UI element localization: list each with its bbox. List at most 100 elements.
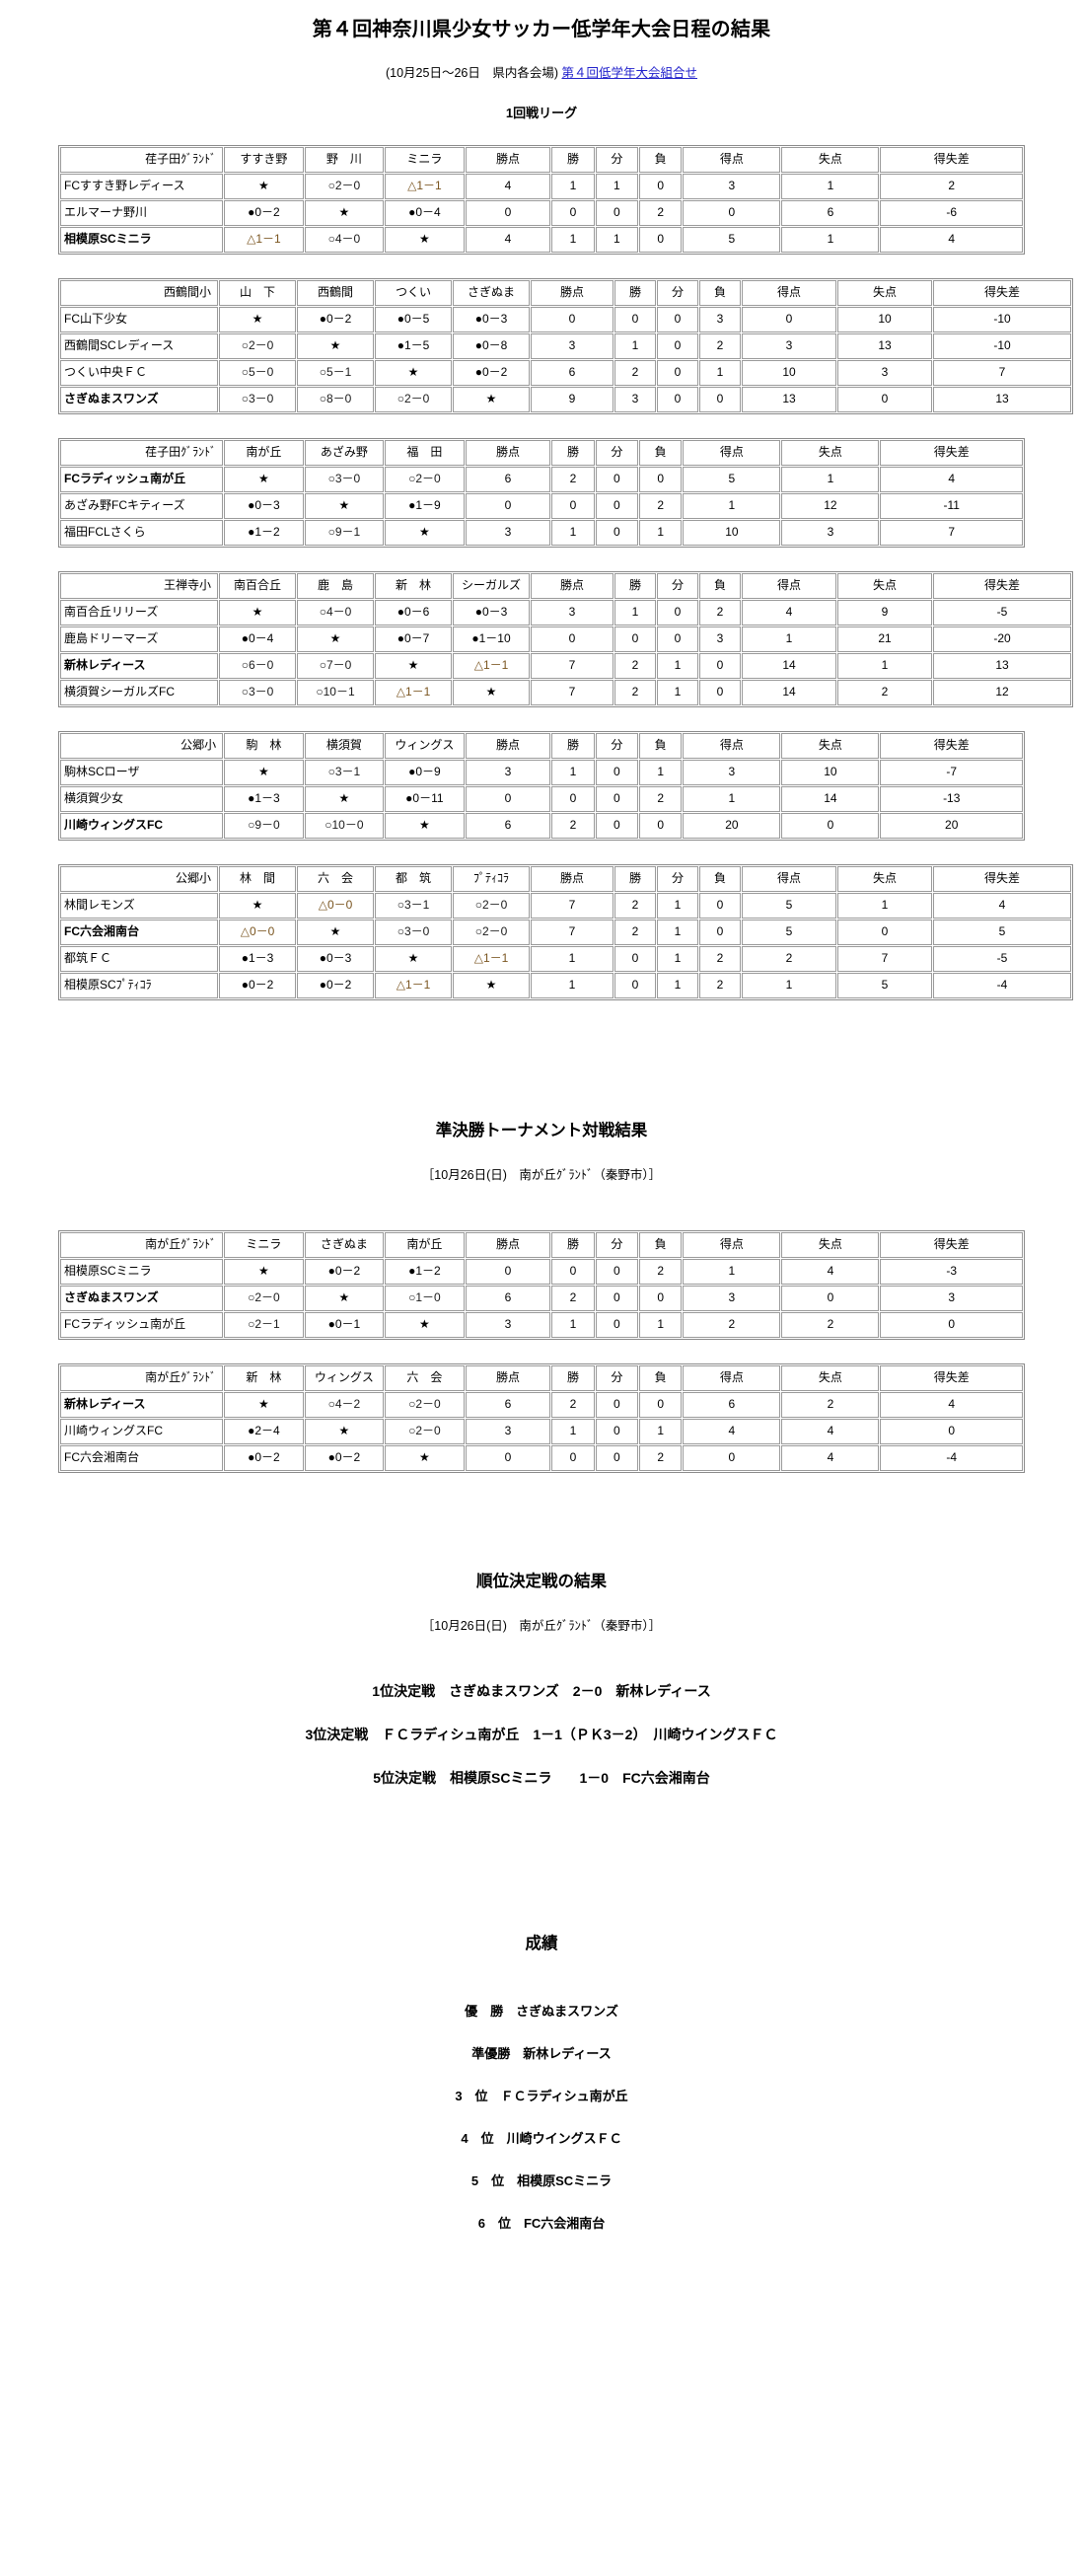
table-row: FC六会湘南台 △0－0 ★ ○3－0 ○2－0 7 2 1 0 5 0 5: [60, 920, 1071, 945]
match-result-cell: ★: [304, 1419, 385, 1444]
match-result-cell: ●1－9: [385, 493, 465, 519]
table-row: 駒林SCローザ ★ ○3－1 ●0－9 3 1 0 1 3 10 -7: [60, 760, 1023, 785]
points-cell: 7: [531, 893, 614, 919]
team-name-cell: あざみ野FCキティーズ: [60, 493, 224, 519]
goals-for-cell: 14: [742, 653, 836, 679]
result-mark: ★: [329, 631, 341, 646]
opponent-header: 南百合丘: [219, 573, 296, 599]
match-result-cell: ●0－3: [224, 493, 304, 519]
result-score: 0－2: [334, 1264, 361, 1279]
team-name-cell: FCすすき野レディース: [60, 174, 224, 199]
wins-cell: 1: [614, 600, 656, 626]
losses-cell: 1: [639, 1312, 683, 1338]
points-cell: 6: [465, 1286, 551, 1311]
result-mark: ●: [241, 951, 249, 966]
opponent-header: 山 下: [219, 280, 296, 306]
result-mark: ●: [397, 605, 404, 620]
opponent-header: あざみ野: [304, 440, 385, 466]
team-name-cell: 林間レモンズ: [60, 893, 218, 919]
goals-against-header: 失点: [837, 573, 932, 599]
table-header-row: 公郷小駒 林横須賀 ウィングス 勝点勝分負得点 失点 得失差: [60, 733, 1023, 759]
goals-for-cell: 20: [683, 813, 781, 839]
wins-cell: 2: [551, 1286, 595, 1311]
wins-cell: 2: [551, 467, 595, 492]
losses-cell: 2: [699, 600, 741, 626]
points-header: 勝点: [531, 280, 614, 306]
goals-for-cell: 0: [683, 1445, 781, 1471]
opponent-header: 新 林: [375, 573, 452, 599]
result-score: 1－9: [415, 498, 441, 513]
spacer: [0, 707, 1083, 731]
match-result-cell: ●0－2: [453, 360, 530, 386]
opponent-header: ミニラ: [224, 1232, 304, 1258]
result-score: 1－10: [478, 631, 511, 646]
team-name-cell: 川崎ウィングスFC: [60, 813, 224, 839]
match-result-cell: ○2－0: [385, 467, 465, 492]
team-name-cell: 西鶴間SCレディース: [60, 333, 218, 359]
goal-diff-cell: 7: [880, 520, 1023, 546]
result-score: 2－0: [403, 392, 430, 406]
goals-for-cell: 0: [742, 307, 836, 332]
table-row: さぎぬまスワンズ ○3－0 ○8－0 ○2－0 ★ 9 3 0 0 13 0 13: [60, 387, 1071, 412]
goals-for-cell: 2: [742, 946, 836, 972]
result-mark: ●: [241, 631, 249, 646]
result-score: 0－4: [415, 205, 441, 220]
result-mark: △: [473, 658, 483, 673]
league-table-wrapper: 南が丘ｸﾞﾗﾝﾄﾞ ミニラ さぎぬま 南が丘 勝点勝分負得点 失点 得失差 相模原SCミニラ ★…: [58, 1230, 1025, 1340]
goal-diff-cell: 7: [933, 360, 1071, 386]
opponent-header: 福 田: [385, 440, 465, 466]
opponent-header: ミニラ: [385, 147, 465, 173]
result-score: 2－0: [481, 924, 508, 939]
points-header: 勝点: [465, 440, 551, 466]
draws-cell: 0: [657, 333, 698, 359]
points-cell: 7: [531, 680, 614, 705]
losses-cell: 0: [699, 653, 741, 679]
result-mark: ★: [338, 791, 350, 806]
spacer: [0, 121, 1083, 145]
league-standings-table: 西鶴間小山 下西鶴間 つくい さぎぬま 勝点勝分負得点 失点 得失差 FC山下少女 ★ ●0－2…: [58, 278, 1073, 414]
league-standings-table: 公郷小駒 林横須賀 ウィングス 勝点勝分負得点 失点 得失差 駒林SCローザ ★ ○3－1 ●0…: [58, 731, 1025, 841]
goal-diff-cell: 0: [880, 1312, 1023, 1338]
team-name-cell: 南百合丘リリーズ: [60, 600, 218, 626]
spacer: [0, 1977, 1083, 2001]
result-score: 1－1: [482, 951, 509, 966]
spacer: [0, 255, 1083, 278]
result-mark: ○: [319, 392, 326, 406]
goals-for-cell: 5: [742, 893, 836, 919]
table-row: さぎぬまスワンズ ○2－0 ★ ○1－0 6 2 0 0 3 0 3: [60, 1286, 1023, 1311]
match-result-cell: △1－1: [375, 973, 452, 998]
table-row: FC六会湘南台 ●0－2 ●0－2 ★ 0 0 0 2 0 4 -4: [60, 1445, 1023, 1471]
goals-for-header: 得点: [683, 733, 781, 759]
opponent-header: ウィングス: [304, 1365, 385, 1391]
points-header: 勝点: [531, 866, 614, 892]
result-mark: ●: [319, 951, 326, 966]
result-mark: ○: [397, 924, 404, 939]
goal-diff-cell: -7: [880, 760, 1023, 785]
match-result-cell: ●0－8: [453, 333, 530, 359]
result-score: 0－2: [248, 978, 274, 993]
result-mark: ●: [408, 765, 416, 779]
goals-against-cell: 14: [781, 786, 880, 812]
venue-header: 荏子田ｸﾞﾗﾝﾄﾞ: [60, 440, 224, 466]
result-score: 1－5: [403, 338, 430, 353]
semifinal-tables: 南が丘ｸﾞﾗﾝﾄﾞ ミニラ さぎぬま 南が丘 勝点勝分負得点 失点 得失差 相模原SCミニラ ★…: [0, 1207, 1083, 1473]
result-mark: ●: [327, 1450, 335, 1465]
points-cell: 1: [531, 946, 614, 972]
points-cell: 3: [465, 760, 551, 785]
result-mark: ○: [241, 392, 249, 406]
bracket-link[interactable]: 第４回低学年大会組合せ: [561, 66, 698, 80]
result-score: 1－0: [415, 1290, 441, 1305]
points-cell: 4: [465, 227, 551, 253]
match-result-cell: ○9－0: [224, 813, 304, 839]
team-name-cell: FC六会湘南台: [60, 1445, 224, 1471]
spacer: [0, 2062, 1083, 2086]
goals-against-cell: 0: [781, 813, 880, 839]
match-result-cell: ★: [304, 493, 385, 519]
goals-for-header: 得点: [742, 573, 836, 599]
match-result-cell: ★: [297, 333, 374, 359]
round1-tables: 荏子田ｸﾞﾗﾝﾄﾞ すすき野野 川ミニラ 勝点勝分負得点 失点 得失差 FCすすき野レディ…: [0, 121, 1083, 1000]
team-name-cell: 相模原SCミニラ: [60, 1259, 224, 1285]
result-mark: ★: [418, 525, 430, 540]
points-header: 勝点: [465, 733, 551, 759]
goal-diff-cell: 4: [880, 1392, 1023, 1418]
